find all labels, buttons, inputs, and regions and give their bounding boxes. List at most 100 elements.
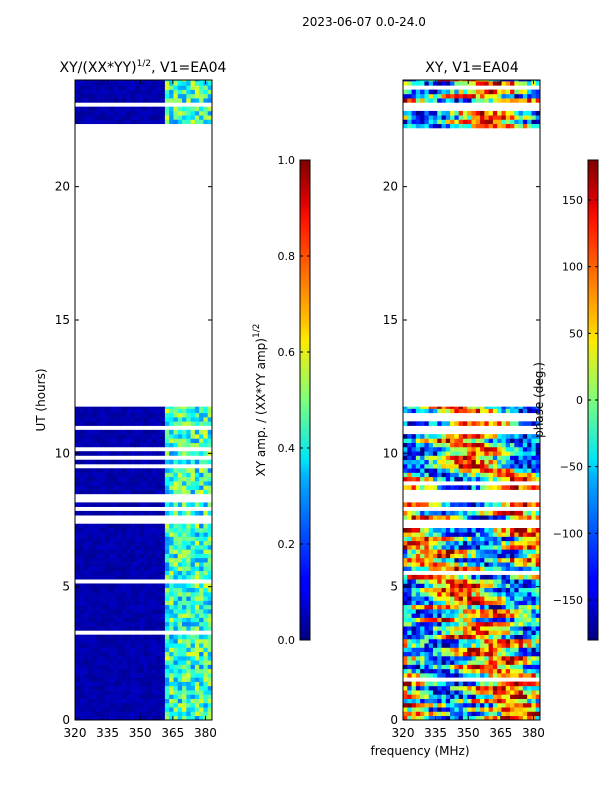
phase-cell — [407, 438, 412, 443]
amplitude-cell — [164, 442, 170, 448]
amplitude-cell — [92, 89, 97, 95]
amplitude-cell — [104, 85, 110, 90]
phase-cell — [522, 574, 528, 580]
phase-cell — [480, 643, 485, 648]
phase-cell — [428, 702, 434, 708]
amplitude-cell — [156, 647, 162, 653]
phase-cell — [445, 562, 451, 567]
amplitude-cell — [87, 406, 93, 409]
phase-cell — [411, 587, 417, 593]
amplitude-cell — [96, 651, 102, 657]
phase-cell — [458, 472, 464, 478]
amplitude-cell — [160, 523, 166, 529]
amplitude-cell — [113, 592, 119, 597]
amplitude-cell — [152, 438, 157, 443]
amplitude-cell — [199, 442, 204, 448]
phase-cell — [437, 592, 442, 597]
amplitude-cell — [87, 604, 93, 610]
amplitude-cell — [186, 489, 191, 495]
amplitude-cell — [147, 557, 153, 563]
phase-cell — [403, 528, 408, 533]
amplitude-cell — [194, 626, 200, 631]
amplitude-cell — [194, 609, 200, 614]
phase-cell — [445, 707, 451, 712]
amplitude-cell — [169, 417, 174, 422]
amplitude-cell — [177, 634, 183, 640]
amplitude-cell — [100, 694, 106, 699]
amplitude-cell — [109, 634, 114, 640]
amplitude-cell — [113, 80, 119, 82]
amplitude-cell — [117, 685, 123, 691]
phase-cell — [484, 660, 490, 665]
phase-cell — [403, 421, 408, 426]
amplitude-cell — [96, 626, 102, 631]
phase-cell — [527, 621, 532, 627]
phase-cell — [415, 685, 421, 691]
phase-cell — [432, 613, 438, 618]
phase-cell — [471, 600, 477, 606]
phase-cell — [514, 643, 519, 648]
amplitude-cell — [186, 468, 191, 473]
amplitude-cell — [104, 583, 110, 589]
amplitude-cell — [164, 557, 170, 563]
amplitude-cell — [177, 638, 183, 644]
phase-cell — [510, 455, 515, 461]
amplitude-cell — [147, 442, 153, 448]
amplitude-cell — [139, 412, 144, 418]
phase-cell — [471, 455, 477, 461]
phase-cell — [415, 698, 421, 704]
amplitude-cell — [156, 438, 162, 443]
amplitude-cell — [186, 702, 191, 708]
amplitude-cell — [194, 485, 200, 490]
phase-cell — [531, 110, 537, 116]
amplitude-cell — [92, 634, 97, 640]
phase-cell — [441, 643, 447, 648]
amplitude-cell — [190, 634, 196, 640]
amplitude-cell — [130, 617, 136, 623]
phase-cell — [501, 464, 507, 469]
phase-cell — [462, 455, 468, 461]
amplitude-cell — [122, 489, 127, 495]
amplitude-cell — [173, 596, 179, 601]
phase-cell — [480, 434, 485, 439]
phase-cell — [497, 596, 502, 601]
amplitude-cell — [194, 634, 200, 640]
phase-cell — [403, 702, 408, 708]
amplitude-cell — [177, 510, 183, 516]
amplitude-cell — [75, 638, 80, 644]
phase-cell — [497, 119, 502, 125]
phase-cell — [415, 647, 421, 653]
amplitude-cell — [194, 587, 200, 593]
phase-cell — [432, 536, 438, 542]
phase-cell — [450, 579, 455, 584]
phase-cell — [475, 451, 481, 456]
phase-cell — [484, 93, 490, 99]
phase-cell — [510, 110, 515, 116]
phase-cell — [484, 545, 490, 550]
amplitude-cell — [139, 85, 144, 90]
amplitude-cell — [122, 617, 127, 623]
amplitude-cell — [177, 707, 183, 712]
phase-cell — [420, 587, 425, 593]
amplitude-cell — [96, 656, 102, 661]
amplitude-cell — [177, 429, 183, 435]
phase-cell — [531, 668, 537, 674]
amplitude-cell — [100, 510, 106, 516]
phase-cell — [450, 694, 455, 699]
phase-cell — [488, 464, 494, 469]
amplitude-cell — [100, 664, 106, 670]
phase-cell — [428, 455, 434, 461]
amplitude-cell — [177, 574, 183, 580]
phase-cell — [454, 664, 460, 670]
amplitude-cell — [160, 532, 166, 537]
phase-cell — [510, 664, 515, 670]
phase-cell — [480, 694, 485, 699]
phase-cell — [497, 98, 502, 103]
amplitude-cell — [194, 481, 200, 486]
phase-cell — [407, 613, 412, 618]
amplitude-cell — [92, 583, 97, 589]
amplitude-cell — [203, 583, 209, 589]
phase-cell — [428, 651, 434, 657]
